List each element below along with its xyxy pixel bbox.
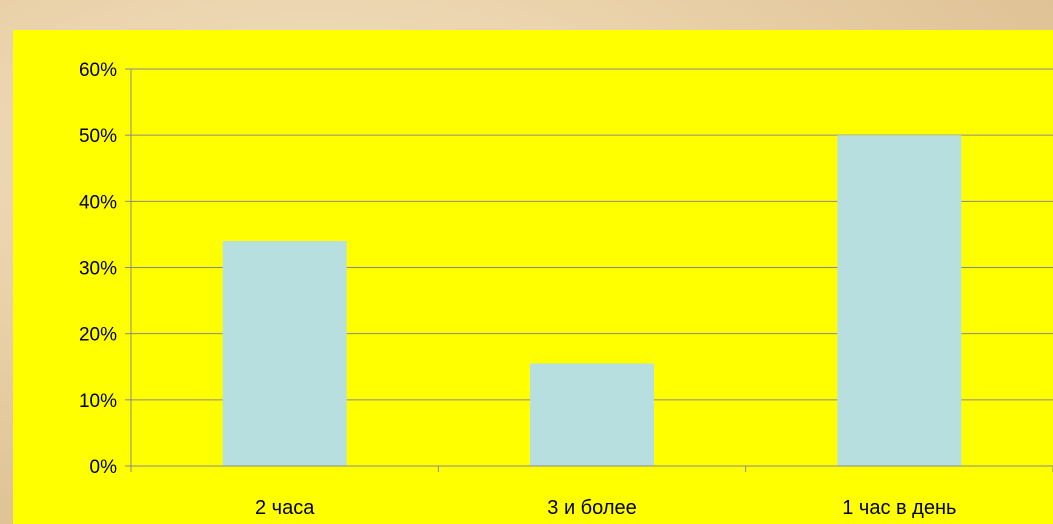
y-tick-label: 50% bbox=[79, 126, 117, 147]
y-tick-label: 40% bbox=[79, 192, 117, 213]
y-tick-label: 30% bbox=[79, 259, 117, 280]
bar-chart: 0% 10% 20% 30% 40% 50% 60% 2 часа 3 и более 1 ча… bbox=[13, 30, 1053, 524]
y-tick-label: 60% bbox=[79, 60, 117, 81]
x-category-labels: 2 часа 3 и более 1 час в день bbox=[255, 497, 956, 519]
axes bbox=[125, 68, 1053, 472]
bar-3 bbox=[837, 135, 962, 466]
bar-2 bbox=[530, 363, 654, 466]
y-tick-label: 0% bbox=[90, 457, 118, 478]
x-category-label: 2 часа bbox=[255, 497, 315, 519]
x-category-label: 3 и более bbox=[547, 497, 636, 519]
y-tick-label: 20% bbox=[79, 325, 117, 346]
chart-panel: 0% 10% 20% 30% 40% 50% 60% 2 часа 3 и более 1 ча… bbox=[13, 30, 1053, 524]
bar-1 bbox=[222, 241, 347, 466]
bars bbox=[222, 135, 962, 466]
y-tick-label: 10% bbox=[79, 391, 117, 412]
y-tick-labels: 0% 10% 20% 30% 40% 50% 60% bbox=[79, 60, 117, 478]
x-category-label: 1 час в день bbox=[842, 497, 956, 519]
